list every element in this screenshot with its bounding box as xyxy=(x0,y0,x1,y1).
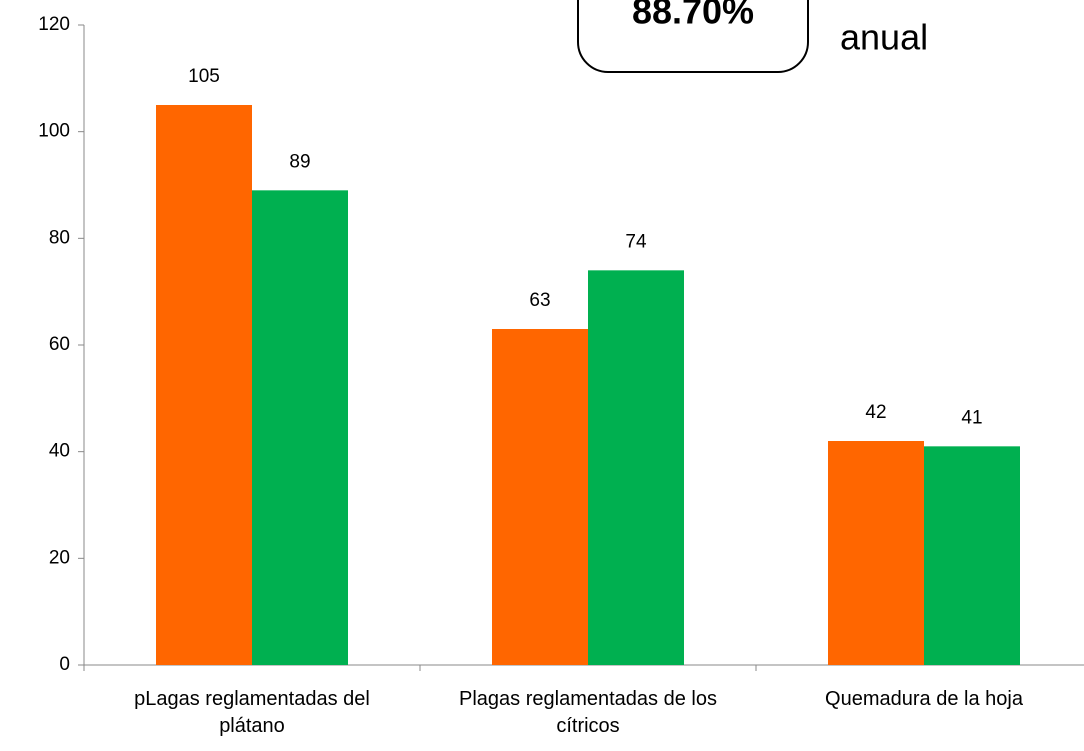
y-tick-label: 120 xyxy=(38,14,70,35)
bar xyxy=(588,270,684,665)
x-tick-label: Quemadura de la hoja xyxy=(825,688,1023,710)
data-label: 105 xyxy=(188,66,220,87)
annotation-box xyxy=(577,0,809,73)
annotation: 88.70% xyxy=(632,0,754,32)
bar xyxy=(924,446,1020,665)
y-tick-label: 40 xyxy=(49,441,70,462)
data-label: 89 xyxy=(289,151,310,172)
data-label: 63 xyxy=(529,290,550,311)
x-tick-label: Plagas reglamentadas de los cítricos xyxy=(459,688,717,737)
data-label: 42 xyxy=(865,402,886,423)
bar xyxy=(828,441,924,665)
bar xyxy=(492,329,588,665)
y-tick-label: 20 xyxy=(49,547,70,568)
y-tick-label: 60 xyxy=(49,334,70,355)
y-tick-label: 0 xyxy=(59,654,70,675)
data-label: 74 xyxy=(625,231,647,252)
annotation: anual xyxy=(840,17,928,58)
bar xyxy=(156,105,252,665)
y-tick-label: 100 xyxy=(38,121,70,142)
y-tick-label: 80 xyxy=(49,227,70,248)
bar xyxy=(252,190,348,666)
x-tick-label: pLagas reglamentadas del plátano xyxy=(134,688,370,737)
data-label: 41 xyxy=(961,407,982,428)
